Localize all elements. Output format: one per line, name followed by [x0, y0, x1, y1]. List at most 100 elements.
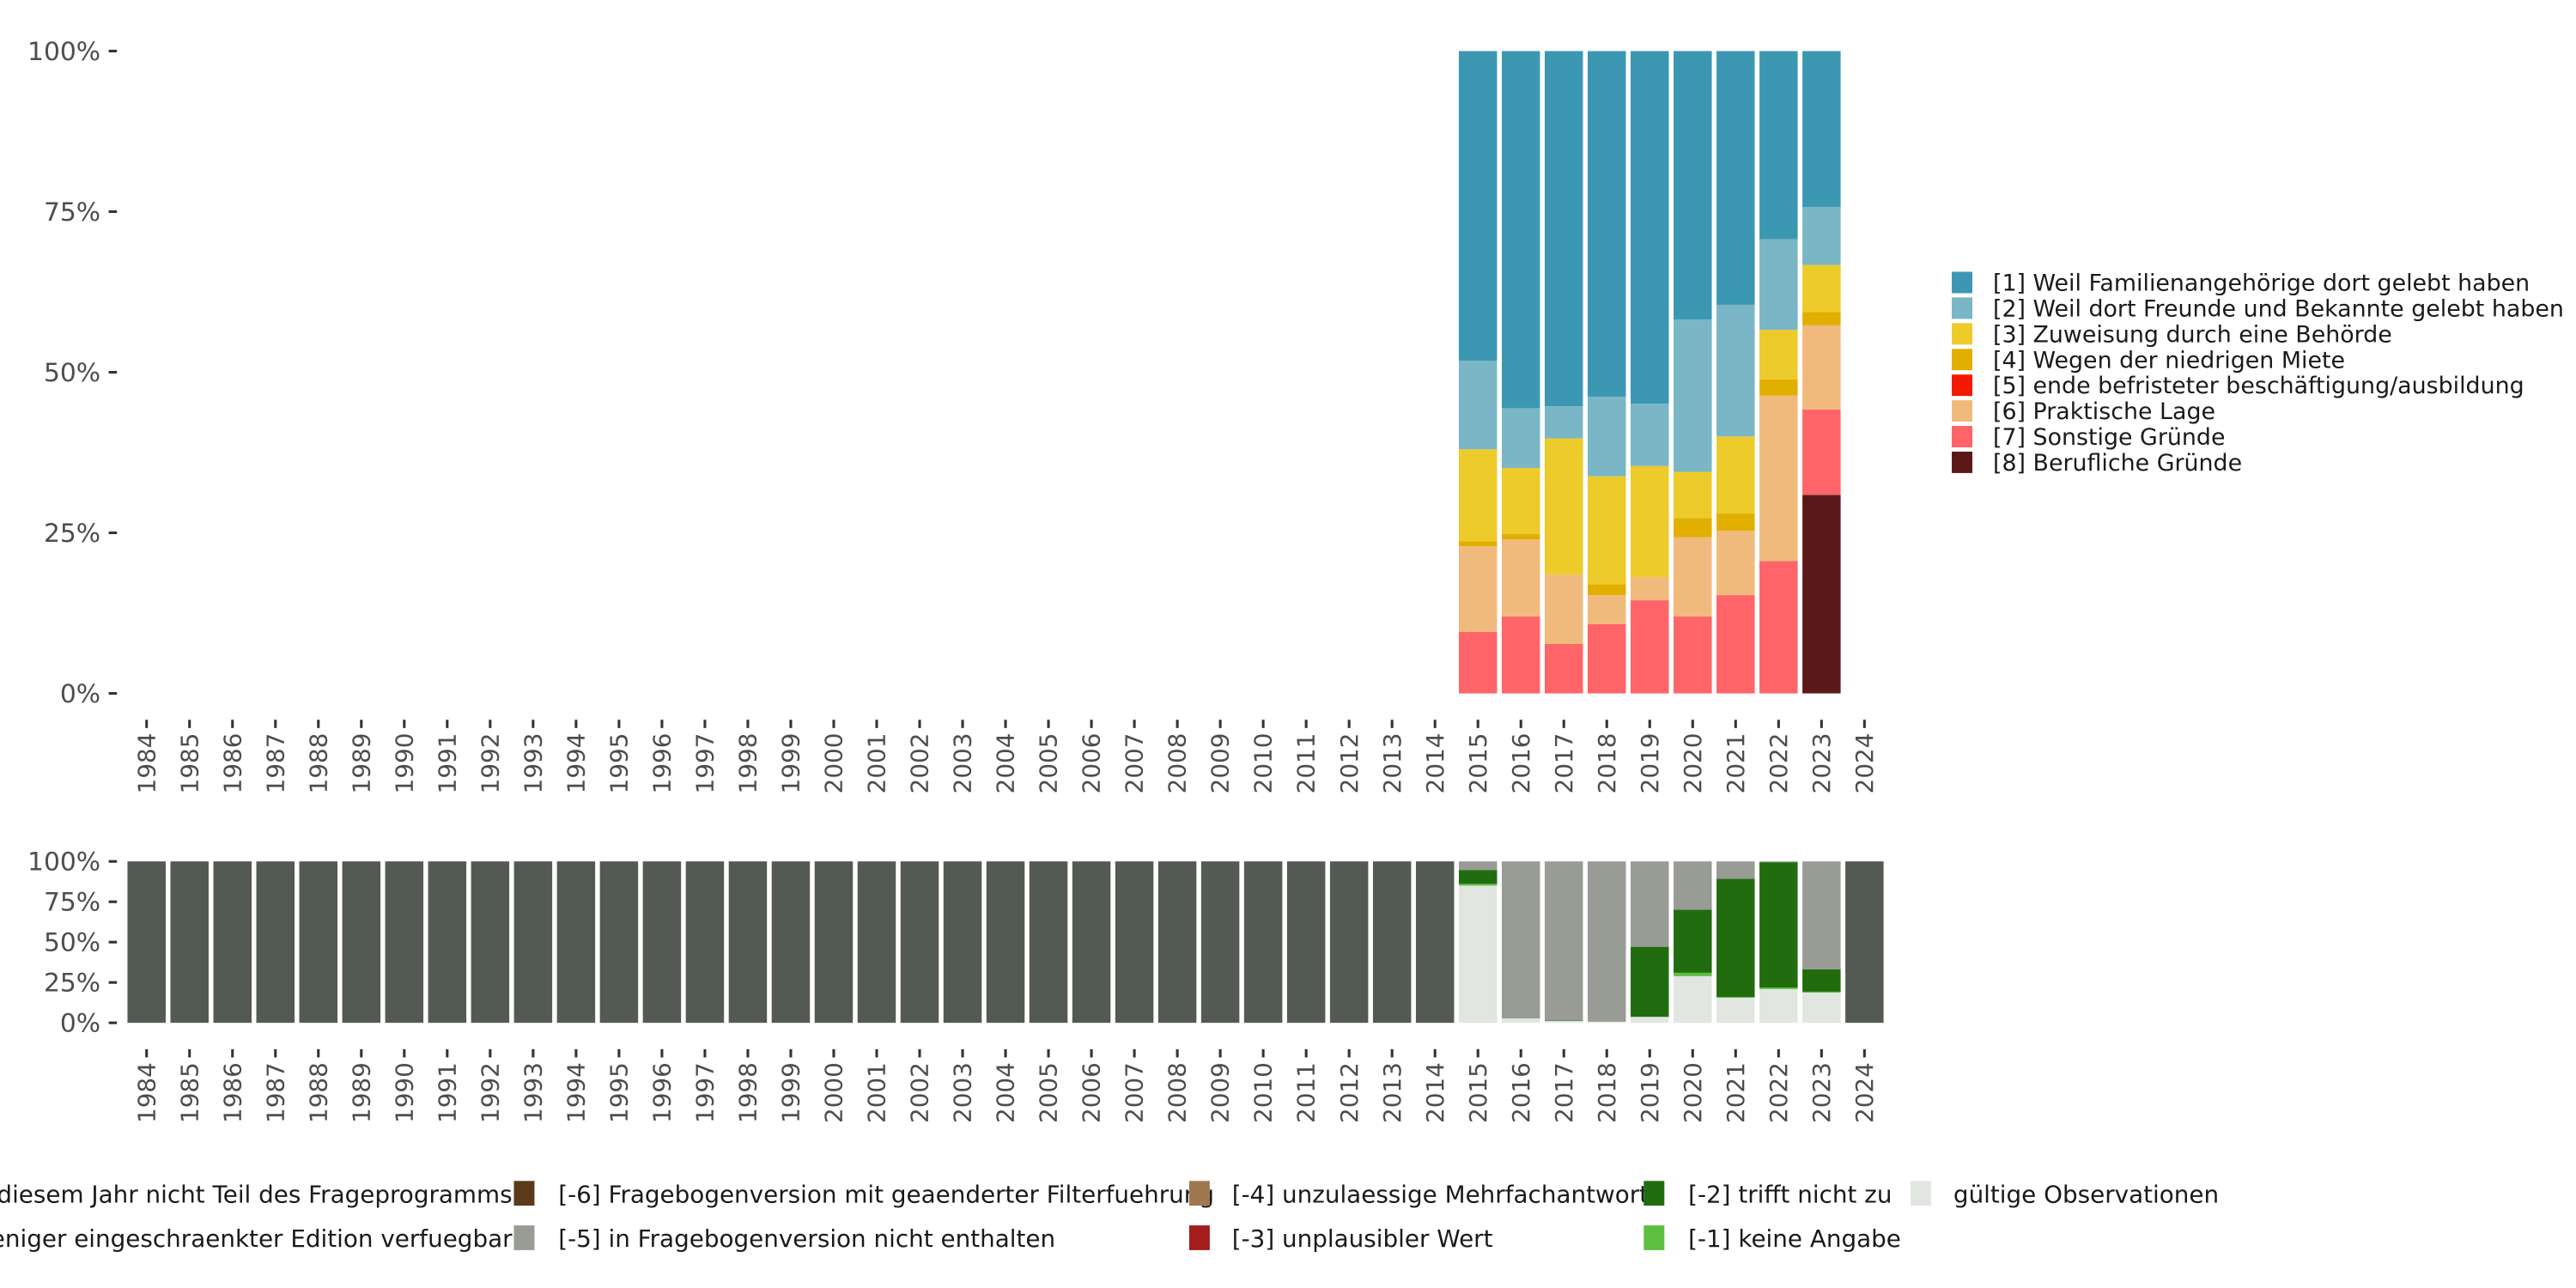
bar-segment — [1674, 51, 1712, 320]
x-tick-label: 1989 — [347, 1062, 375, 1123]
x-tick-label: 1989 — [347, 733, 375, 794]
bar-segment — [1631, 1017, 1669, 1024]
bar-segment — [1802, 312, 1841, 325]
bar-segment — [1802, 264, 1841, 313]
bar-segment — [1243, 861, 1283, 1024]
bar-segment — [1716, 436, 1755, 514]
legend-label: [-6] Fragebogenversion mit geaenderter F… — [558, 1180, 1214, 1208]
legend-label: [-1] keine Angabe — [1688, 1224, 1901, 1253]
bar-segment — [1716, 878, 1755, 998]
legend-label: [2] Weil dort Freunde und Bekannte geleb… — [1993, 295, 2564, 322]
x-tick-label: 1995 — [605, 1062, 633, 1123]
bar-segment — [1544, 643, 1583, 694]
x-tick-label: 1987 — [261, 733, 289, 794]
x-tick-label: 2011 — [1292, 1062, 1321, 1123]
bar-segment — [1674, 909, 1712, 973]
x-tick-label: 2020 — [1679, 733, 1707, 794]
bar-segment — [1759, 379, 1798, 396]
bar-segment — [1458, 51, 1498, 361]
legend-item: [-3] unplausibler Wert — [1188, 1224, 1493, 1253]
x-tick-label: 2000 — [820, 733, 848, 794]
bar-segment — [1029, 861, 1068, 1024]
bar-segment — [1631, 465, 1669, 578]
legend-label: gültige Observationen — [1953, 1180, 2219, 1208]
x-tick-label: 2015 — [1464, 733, 1492, 794]
legend-key — [1952, 349, 1972, 371]
bar-segment — [1716, 998, 1755, 1024]
legend-item: [-2] trifft nicht zu — [1643, 1180, 1892, 1208]
legend-item: [-1] keine Angabe — [1643, 1224, 1901, 1253]
bar-segment — [1716, 861, 1755, 879]
x-tick-label: 2014 — [1421, 733, 1449, 794]
x-tick-label: 2013 — [1378, 1062, 1406, 1123]
legend-label: [-5] in Fragebogenversion nicht enthalte… — [558, 1224, 1055, 1253]
bar-segment — [685, 861, 725, 1024]
x-tick-label: 2021 — [1722, 733, 1750, 794]
x-tick-label: 2010 — [1249, 733, 1278, 794]
bar-segment — [1674, 616, 1712, 694]
bar-segment — [1544, 406, 1583, 439]
bar-segment — [1802, 325, 1841, 410]
bar-segment — [1631, 861, 1669, 947]
bar-segment — [1200, 861, 1240, 1024]
bar-segment — [1631, 600, 1669, 694]
x-tick-label: 2012 — [1335, 1062, 1364, 1123]
bar-segment — [1115, 861, 1154, 1024]
bar-segment — [342, 861, 381, 1024]
bar-segment — [1759, 330, 1798, 380]
y-tick-label: 25% — [44, 969, 100, 999]
bar-segment — [728, 861, 768, 1024]
x-tick-label: 1990 — [390, 733, 418, 794]
bar-segment — [1802, 409, 1841, 495]
legend-key — [513, 1181, 535, 1206]
top-legend: [1] Weil Familienangehörige dort gelebt … — [1952, 270, 2564, 477]
x-tick-label: 2023 — [1807, 1062, 1836, 1123]
x-tick-label: 2008 — [1163, 1062, 1192, 1123]
bar-segment — [1759, 861, 1798, 863]
y-tick-label: 50% — [44, 928, 100, 958]
y-tick-label: 0% — [60, 1009, 100, 1039]
bar-segment — [986, 861, 1025, 1024]
legend-item: gültige Observationen — [1911, 1180, 2219, 1208]
x-tick-label: 1997 — [691, 1062, 720, 1123]
x-tick-label: 1992 — [476, 733, 504, 794]
bar-segment — [1631, 946, 1669, 1018]
bar-segment — [1802, 495, 1841, 694]
x-tick-label: 1996 — [647, 733, 676, 794]
bar-segment — [1631, 577, 1669, 601]
legend-item: [-6] Fragebogenversion mit geaenderter F… — [513, 1180, 1214, 1208]
bar-segment — [1716, 595, 1755, 694]
x-tick-label: 2009 — [1206, 1062, 1235, 1123]
bar-segment — [428, 861, 467, 1024]
legend-label: [6] Praktische Lage — [1993, 398, 2215, 425]
bar-segment — [1802, 993, 1841, 1024]
legend-item: [7] Sonstige Gründe — [1952, 424, 2225, 451]
x-tick-label: 1999 — [777, 733, 805, 794]
bar-segment — [1759, 988, 1798, 1024]
x-tick-label: 2020 — [1679, 1062, 1707, 1123]
bar-segment — [1802, 969, 1841, 992]
bar-segment — [1845, 861, 1884, 1024]
bar-segment — [1458, 546, 1498, 632]
bar-segment — [1802, 207, 1841, 265]
x-tick-label: 1994 — [562, 1062, 590, 1123]
bar-segment — [127, 861, 166, 1024]
legend-label: [3] Zuweisung durch eine Behörde — [1993, 321, 2392, 348]
legend-label: [5] ende befristeter beschäftigung/ausbi… — [1993, 373, 2524, 399]
bar-segment — [1458, 361, 1498, 450]
legend-key — [1952, 271, 1972, 294]
legend-label: [8] Berufliche Gründe — [1993, 450, 2242, 477]
x-tick-label: 1985 — [175, 733, 204, 794]
bar-segment — [1544, 1020, 1583, 1024]
bar-segment — [1674, 975, 1712, 1024]
bar-segment — [1501, 861, 1540, 1019]
bar-segment — [1415, 861, 1455, 1024]
legend-item: [-4] unzulaessige Mehrfachantwort — [1188, 1180, 1649, 1208]
bar-segment — [1759, 395, 1798, 562]
x-tick-label: 2011 — [1292, 733, 1321, 794]
x-tick-label: 2019 — [1636, 1062, 1664, 1123]
legend-key — [1188, 1225, 1210, 1250]
legend-item: diesem Jahr nicht Teil des Frageprogramm… — [0, 1180, 513, 1208]
bar-segment — [1501, 539, 1540, 617]
x-tick-label: 1988 — [304, 733, 332, 794]
